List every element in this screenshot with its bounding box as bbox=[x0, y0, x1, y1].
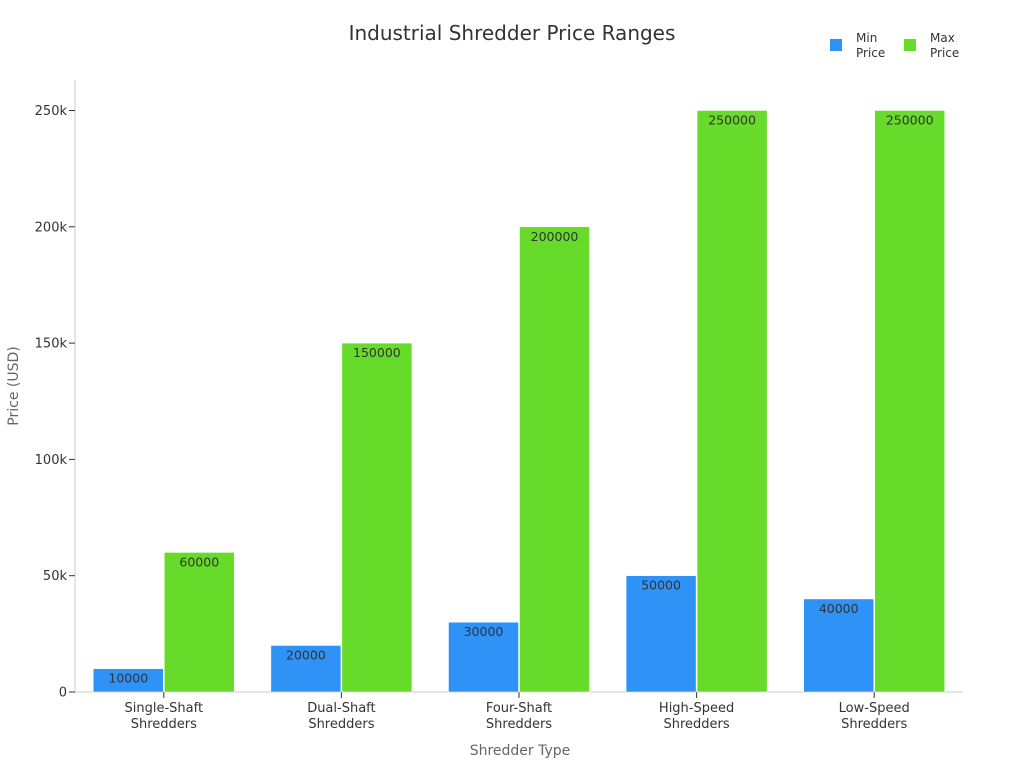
x-tick-label: Dual-Shaft Shredders bbox=[307, 701, 375, 732]
y-axis-title: Price (USD) bbox=[6, 346, 22, 425]
legend: Min Price Max Price bbox=[830, 31, 959, 60]
x-axis-title: Shredder Type bbox=[470, 743, 571, 759]
bar-data-label: 10000 bbox=[108, 671, 148, 686]
y-tick-label: 200k bbox=[35, 220, 68, 235]
bar-min-price bbox=[93, 668, 164, 693]
x-tick-label: Four-Shaft Shredders bbox=[486, 701, 552, 732]
legend-swatch bbox=[904, 39, 916, 51]
y-tick-label: 150k bbox=[35, 337, 68, 352]
bar-data-label: 150000 bbox=[353, 345, 401, 360]
bar-min-price bbox=[270, 645, 342, 693]
bar-labels: 10000 60000 20000 150000 30000 200000 50000 250… bbox=[108, 113, 933, 686]
bar-min-price bbox=[803, 598, 874, 693]
chart-title: Industrial Shredder Price Ranges bbox=[349, 21, 676, 45]
legend-label: Min Price bbox=[856, 31, 885, 60]
y-tick-label: 250k bbox=[35, 104, 68, 119]
y-tick-label: 0 bbox=[59, 686, 67, 701]
bar-data-label: 200000 bbox=[531, 229, 579, 244]
bars bbox=[93, 110, 945, 693]
bar-min-price bbox=[625, 575, 697, 693]
bar-data-label: 30000 bbox=[464, 624, 504, 639]
bar-max-price bbox=[874, 110, 945, 693]
bar-data-label: 250000 bbox=[708, 113, 756, 128]
x-tick-label: High-Speed Shredders bbox=[659, 701, 734, 732]
bar-max-price bbox=[519, 226, 590, 693]
bar-data-label: 60000 bbox=[179, 554, 219, 569]
bar-max-price bbox=[341, 342, 413, 693]
bar-min-price bbox=[448, 621, 519, 693]
y-tick-label: 100k bbox=[35, 453, 68, 468]
legend-swatch bbox=[830, 39, 842, 51]
bar-max-price bbox=[696, 110, 768, 693]
x-axis: Single-Shaft Shredders Dual-Shaft Shredders… bbox=[75, 691, 963, 732]
bar-data-label: 250000 bbox=[886, 113, 934, 128]
legend-label: Max Price bbox=[930, 31, 959, 60]
x-tick-label: Single-Shaft Shredders bbox=[125, 701, 204, 732]
y-tick-label: 50k bbox=[43, 569, 68, 584]
bar-data-label: 20000 bbox=[286, 647, 326, 662]
y-axis: 0 50k 100k 150k 200k 250k bbox=[35, 80, 76, 701]
x-tick-label: Low-Speed Shredders bbox=[839, 701, 910, 732]
bar-max-price bbox=[164, 552, 235, 693]
bar-data-label: 40000 bbox=[819, 601, 859, 616]
bar-data-label: 50000 bbox=[641, 578, 681, 593]
